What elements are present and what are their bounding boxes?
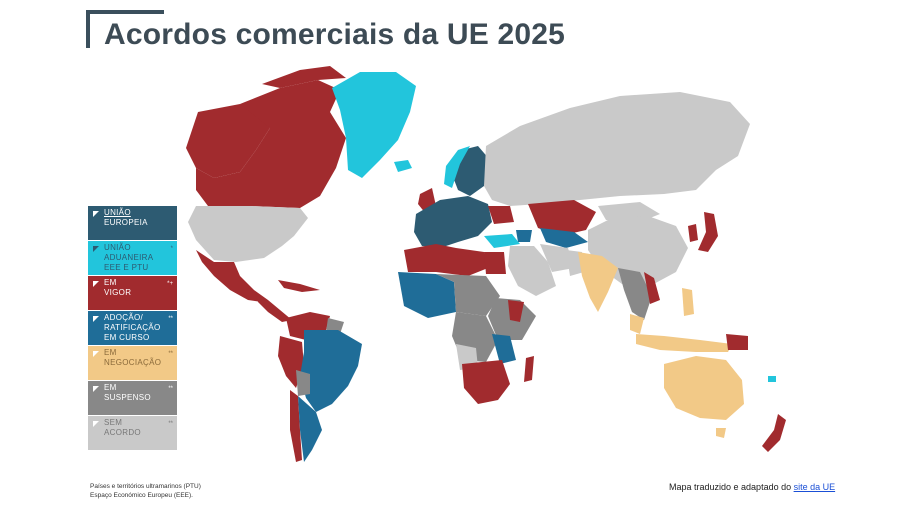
legend-item-in-force: *+ EM VIGOR [88, 276, 177, 310]
region-sahel [436, 274, 500, 316]
region-australia [664, 356, 744, 420]
legend-marker-icon [93, 281, 99, 287]
region-arctic-canada [262, 66, 346, 88]
legend-item-eu: UNIÃO EUROPEIA [88, 206, 177, 240]
legend-label-line1: EM [104, 348, 117, 357]
legend-label-line2: RATIFICAÇÃO [104, 323, 161, 332]
legend-label-line2: VIGOR [104, 288, 132, 297]
legend-label-line1: EM [104, 383, 117, 392]
region-caribbean [278, 280, 320, 292]
footnote: Países e territórios ultramarinos (PTU) … [90, 482, 201, 500]
region-central-america [254, 290, 292, 322]
region-esa [492, 334, 516, 364]
legend-label-line3: EEE E PTU [104, 263, 149, 272]
legend-marker-icon [93, 351, 99, 357]
region-horn [508, 300, 524, 322]
legend-label-line2: SUSPENSO [104, 393, 151, 402]
region-iran [540, 244, 574, 272]
region-india [578, 252, 618, 312]
legend-stars: ** [168, 421, 173, 427]
region-greenland [332, 72, 416, 178]
legend-stars: ** [168, 351, 173, 357]
legend-marker-icon [93, 386, 99, 392]
region-brazil-mercosur [300, 330, 362, 412]
region-tasmania [716, 428, 726, 438]
region-indonesia [636, 334, 732, 352]
region-philippines [682, 288, 694, 316]
legend-stars: ** [168, 386, 173, 392]
legend-marker-icon [93, 316, 99, 322]
region-west-africa [398, 272, 456, 318]
legend-item-suspended: ** EM SUSPENSO [88, 381, 177, 415]
region-argentina [298, 396, 322, 462]
footnote-line2: Espaço Económico Europeu (EEE). [90, 492, 193, 499]
region-pacific-islands [768, 376, 776, 382]
legend-item-adoption: ** ADOÇÃO/ RATIFICAÇÃO EM CURSO [88, 311, 177, 345]
region-indochina [618, 268, 652, 320]
legend-label-line1: SEM [104, 418, 123, 427]
region-madagascar [524, 356, 534, 382]
legend-label-line1: ADOÇÃO/ [104, 313, 143, 322]
region-malaysia [630, 314, 644, 334]
legend-stars: *+ [167, 281, 173, 287]
legend-marker-icon [93, 421, 99, 427]
legend-label-line3: EM CURSO [104, 333, 150, 342]
footnote-line1: Países e territórios ultramarinos (PTU) [90, 483, 201, 490]
map-legend: UNIÃO EUROPEIA * UNIÃO ADUANEIRA EEE E P… [88, 206, 177, 451]
region-caucasus [516, 230, 532, 242]
region-southern-africa [462, 360, 510, 404]
region-russia [484, 92, 750, 206]
region-new-zealand [762, 414, 786, 452]
legend-stars: * [170, 246, 173, 252]
legend-label-line1: EM [104, 278, 117, 287]
region-middle-east [508, 246, 556, 296]
source-link[interactable]: site da UE [793, 482, 836, 492]
region-japan [698, 212, 718, 252]
legend-label-line1: UNIÃO [104, 243, 131, 252]
legend-marker-icon [93, 211, 99, 217]
region-bolivia [296, 370, 310, 396]
region-ukraine [488, 206, 514, 224]
legend-label-line2: EUROPEIA [104, 218, 148, 227]
legend-stars: ** [168, 316, 173, 322]
legend-item-no-agreement: ** SEM ACORDO [88, 416, 177, 450]
legend-label-line2: NEGOCIAÇÃO [104, 358, 162, 367]
region-alaska [186, 104, 270, 178]
region-iceland [394, 160, 412, 172]
region-central-asia [540, 228, 588, 248]
legend-marker-icon [93, 246, 99, 252]
region-north-africa [404, 244, 488, 276]
region-usa [188, 206, 308, 262]
region-mexico [196, 250, 262, 302]
region-chile [290, 390, 302, 462]
title-accent-bar [86, 10, 164, 48]
page-title: Acordos comerciais da UE 2025 [104, 18, 566, 51]
region-egypt [484, 252, 506, 274]
region-eu [414, 196, 492, 248]
legend-label-line2: ACORDO [104, 428, 141, 437]
source-prefix: Mapa traduzido e adaptado do [669, 482, 794, 492]
legend-label-line2: ADUANEIRA [104, 253, 154, 262]
region-norway [444, 146, 470, 188]
legend-item-customs-union: * UNIÃO ADUANEIRA EEE E PTU [88, 241, 177, 275]
region-turkey [484, 234, 520, 248]
region-png [726, 334, 748, 350]
region-kazakhstan [528, 200, 596, 236]
region-vietnam [644, 272, 660, 304]
region-canada [196, 80, 346, 208]
legend-label-line1: UNIÃO [104, 208, 131, 217]
region-korea [688, 224, 698, 242]
source-credit: Mapa traduzido e adaptado do site da UE [669, 482, 835, 492]
legend-item-negotiation: ** EM NEGOCIAÇÃO [88, 346, 177, 380]
